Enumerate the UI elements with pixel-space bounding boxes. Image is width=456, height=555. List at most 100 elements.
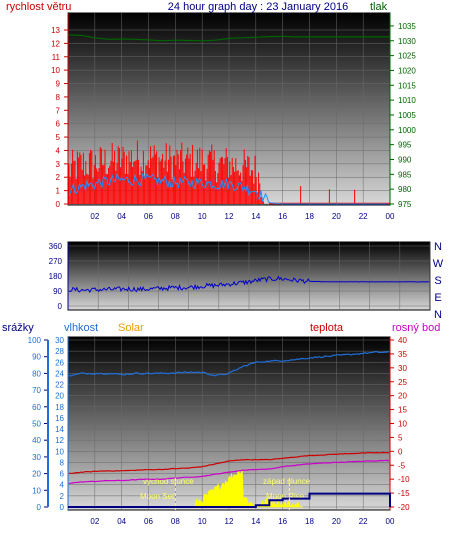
x-tick-label: 20	[332, 212, 341, 221]
wind-tick-label: 5	[56, 133, 61, 142]
direction-tick-label: 360	[49, 242, 63, 251]
direction-tick-label: 0	[58, 302, 63, 311]
x-tick-label: 12	[225, 517, 234, 526]
wind-tick-label: 1	[56, 187, 61, 196]
wind-tick-label: 8	[56, 93, 61, 102]
wind-tick-label: 11	[52, 53, 61, 62]
compass-label: E	[434, 292, 441, 304]
direction-tick-label: 180	[49, 272, 63, 281]
pressure-tick-label: 1005	[398, 111, 416, 120]
humidity-tick-label: 28	[55, 347, 64, 356]
wind-tick-label: 6	[56, 120, 61, 129]
direction-tick-label: 90	[53, 287, 62, 296]
compass-label: N	[434, 309, 442, 321]
pressure-tick-label: 1025	[398, 52, 416, 61]
temperature-tick-label: 5	[398, 433, 403, 442]
x-tick-label: 06	[144, 212, 153, 221]
moon-set-label: Moon Set	[140, 492, 175, 501]
pressure-tick-label: 1035	[398, 22, 416, 31]
pressure-tick-label: 1010	[398, 96, 416, 105]
rain-tick-label: 60	[32, 403, 41, 412]
temperature-tick-label: -15	[398, 489, 410, 498]
temperature-tick-label: 20	[398, 392, 407, 401]
temperature-tick-label: 30	[398, 364, 407, 373]
wind-gust-series	[68, 140, 356, 204]
x-tick-label: 00	[386, 517, 395, 526]
x-tick-label: 16	[278, 212, 287, 221]
temperature-tick-label: 15	[398, 406, 407, 415]
rain-tick-label: 90	[32, 353, 41, 362]
x-tick-label: 16	[278, 517, 287, 526]
x-tick-label: 22	[359, 212, 368, 221]
rain-axis-title: srážky	[2, 322, 34, 334]
humidity-tick-label: 2	[60, 492, 65, 501]
x-tick-label: 08	[171, 212, 180, 221]
wind-tick-label: 12	[51, 39, 60, 48]
temperature-tick-label: 40	[398, 336, 407, 345]
rain-tick-label: 100	[28, 336, 42, 345]
temperature-tick-label: -5	[398, 461, 406, 470]
rain-tick-label: 10	[32, 486, 41, 495]
humidity-tick-label: 0	[60, 503, 65, 512]
x-tick-label: 00	[386, 212, 395, 221]
dewpoint-series	[68, 459, 390, 484]
humidity-tick-label: 14	[55, 425, 64, 434]
humidity-tick-label: 26	[55, 358, 64, 367]
wind-tick-label: 10	[51, 66, 60, 75]
humidity-tick-label: 20	[55, 392, 64, 401]
x-tick-label: 02	[90, 212, 99, 221]
humidity-tick-label: 6	[60, 470, 65, 479]
humidity-series	[68, 351, 390, 377]
x-tick-label: 20	[332, 517, 341, 526]
pressure-axis-title: tlak	[370, 1, 388, 13]
rain-series	[68, 492, 391, 508]
temperature-tick-label: 25	[398, 378, 407, 387]
x-tick-label: 14	[251, 212, 260, 221]
humidity-tick-label: 16	[55, 414, 64, 423]
wind-tick-label: 7	[56, 106, 61, 115]
pressure-tick-label: 1020	[398, 66, 416, 75]
humidity-tick-label: 12	[55, 436, 64, 445]
rain-tick-label: 30	[32, 453, 41, 462]
pressure-tick-label: 975	[398, 200, 412, 209]
rain-tick-label: 20	[32, 470, 41, 479]
wind-tick-label: 0	[56, 200, 61, 209]
x-tick-label: 18	[305, 517, 314, 526]
x-tick-label: 02	[90, 517, 99, 526]
compass-label: N	[434, 241, 442, 253]
pressure-tick-label: 980	[398, 185, 412, 194]
temperature-tick-label: 0	[398, 447, 403, 456]
rain-tick-label: 70	[32, 386, 41, 395]
x-tick-label: 12	[225, 212, 234, 221]
humidity-axis-title: vlhkost	[64, 322, 98, 334]
temperature-series	[69, 451, 390, 474]
pressure-tick-label: 995	[398, 141, 412, 150]
compass-label: S	[434, 275, 441, 287]
moon-rise-label: Moon Rise	[266, 492, 305, 501]
wind-direction-series	[68, 275, 430, 294]
wind-average-series	[68, 172, 389, 205]
x-tick-label: 10	[198, 212, 207, 221]
rain-tick-label: 0	[37, 503, 42, 512]
chart-title: 24 hour graph day : 23 January 2016	[168, 1, 348, 13]
pressure-tick-label: 1030	[398, 37, 416, 46]
x-tick-label: 04	[117, 517, 126, 526]
wind-tick-label: 3	[56, 160, 61, 169]
rain-tick-label: 40	[32, 436, 41, 445]
compass-label: W	[433, 258, 444, 270]
humidity-tick-label: 8	[60, 458, 65, 467]
wind-tick-label: 13	[51, 26, 60, 35]
x-tick-label: 10	[198, 517, 207, 526]
temperature-tick-label: 35	[398, 350, 407, 359]
pressure-tick-label: 990	[398, 155, 412, 164]
temperature-tick-label: 10	[398, 420, 407, 429]
x-tick-label: 06	[144, 517, 153, 526]
humidity-tick-label: 18	[55, 403, 64, 412]
wind-tick-label: 4	[56, 146, 61, 155]
humidity-tick-label: 30	[55, 336, 64, 345]
x-tick-label: 08	[171, 517, 180, 526]
humidity-tick-label: 24	[55, 369, 64, 378]
temperature-axis-title: teplota	[310, 322, 344, 334]
temperature-tick-label: -10	[398, 475, 410, 484]
